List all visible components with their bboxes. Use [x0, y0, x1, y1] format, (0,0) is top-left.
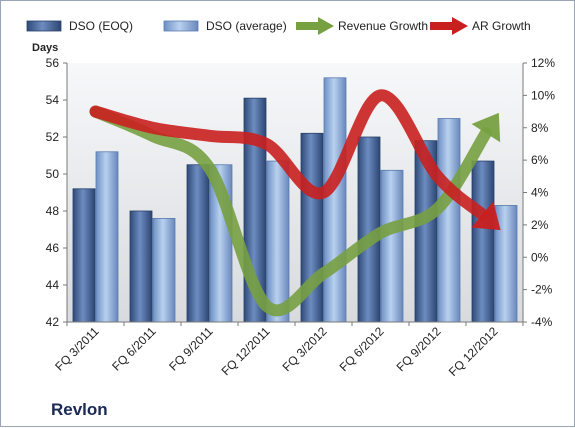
left-tick-label: 54: [46, 93, 60, 107]
x-tick-label: FQ 6/2012: [337, 324, 387, 374]
bar-dso-average-6: [437, 118, 461, 323]
bar-dso-average-4: [323, 77, 347, 323]
legend-swatch-dso-eoq: [26, 20, 62, 32]
right-tick-label: 4%: [531, 186, 549, 200]
x-tick-label: FQ 6/2011: [109, 324, 159, 374]
bar-dso-eoq-0: [72, 188, 96, 323]
x-tick-label: FQ 9/2011: [166, 324, 216, 374]
bar-dso-eoq-7: [471, 160, 495, 323]
x-tick-label: FQ 3/2011: [52, 324, 102, 374]
left-tick-label: 48: [46, 204, 60, 218]
legend-arrowhead-ar-growth: [452, 17, 468, 35]
right-tick-label: -2%: [531, 283, 553, 297]
bar-dso-eoq-2: [186, 164, 210, 323]
right-tick-label: 6%: [531, 153, 549, 167]
x-tick-label: FQ 12/2011: [219, 324, 273, 378]
arrowhead-ar-growth: [471, 201, 501, 231]
bar-dso-eoq-1: [129, 210, 153, 323]
left-tick-label: 52: [46, 130, 60, 144]
legend-label-ar-growth: AR Growth: [472, 19, 531, 33]
right-tick-label: 10%: [531, 88, 555, 102]
left-tick-label: 42: [46, 315, 60, 329]
x-tick-label: FQ 9/2012: [394, 324, 444, 374]
right-tick-label: 2%: [531, 218, 549, 232]
left-tick-label: 44: [46, 278, 60, 292]
right-tick-label: 8%: [531, 121, 549, 135]
company-label: Revlon: [51, 400, 108, 419]
right-tick-label: -4%: [531, 315, 553, 329]
right-tick-label: 0%: [531, 250, 549, 264]
legend-label-revenue-growth: Revenue Growth: [338, 19, 428, 33]
left-tick-label: 46: [46, 241, 60, 255]
bar-dso-average-5: [380, 169, 404, 323]
line-revenue-growth: [89, 105, 492, 317]
left-axis-label: Days: [32, 42, 58, 54]
right-tick-label: 12%: [531, 56, 555, 70]
left-tick-label: 50: [46, 167, 60, 181]
bar-dso-average-0: [95, 151, 119, 323]
legend-label-dso-eoq: DSO (EOQ): [69, 19, 133, 33]
lines-layer: [89, 89, 501, 317]
legend-arrowhead-revenue-growth: [318, 17, 334, 35]
arrowhead-revenue-growth: [471, 112, 501, 143]
legend: DSO (EOQ) DSO (average) Revenue Growth AR G…: [26, 17, 531, 35]
legend-label-dso-average: DSO (average): [206, 19, 287, 33]
bar-dso-average-3: [266, 160, 290, 323]
left-tick-label: 56: [46, 56, 60, 70]
x-tick-label: FQ 12/2012: [446, 324, 501, 379]
line-ar-growth: [89, 89, 489, 221]
x-tick-label: FQ 3/2012: [280, 324, 330, 374]
bar-dso-average-1: [152, 217, 176, 323]
legend-swatch-dso-average: [163, 20, 199, 32]
